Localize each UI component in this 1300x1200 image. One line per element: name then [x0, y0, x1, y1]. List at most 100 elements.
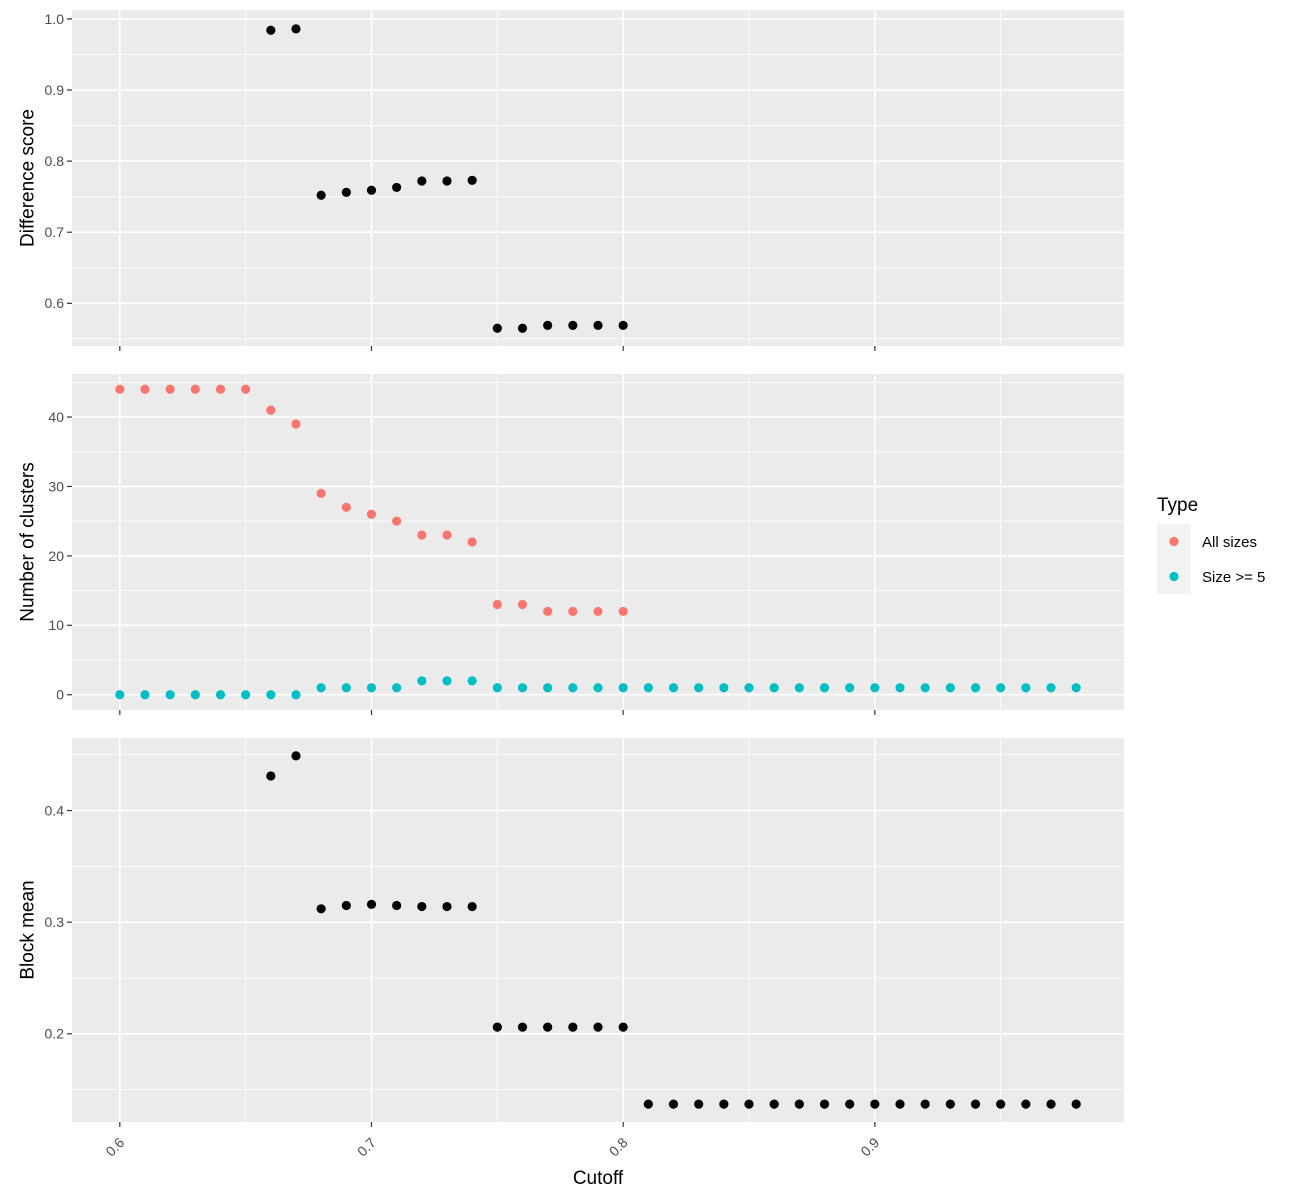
panel-bottom: 0.6 0.7 0.8 0.9 0.2 0.3 0.4 Block mean	[18, 738, 1124, 1159]
data-point	[392, 516, 402, 526]
data-point	[794, 1099, 804, 1109]
data-point	[115, 384, 125, 394]
data-point	[593, 683, 603, 693]
data-point	[593, 1022, 603, 1032]
data-point	[1046, 683, 1056, 693]
data-point	[593, 606, 603, 617]
legend-key-point	[1169, 571, 1179, 582]
data-point	[618, 683, 628, 693]
legend: Type All sizes Size >= 5	[1157, 495, 1265, 594]
data-point	[341, 502, 351, 512]
y-axis-title: Difference score	[18, 109, 39, 247]
data-point	[1071, 683, 1081, 693]
series-0	[115, 384, 628, 617]
data-point	[543, 683, 553, 693]
y-axis-title: Block mean	[18, 880, 39, 979]
data-point	[190, 690, 200, 700]
data-point	[115, 690, 125, 700]
legend-label: All sizes	[1202, 534, 1257, 551]
data-point	[568, 320, 578, 330]
data-point	[266, 25, 276, 35]
data-point	[694, 1099, 704, 1109]
data-point	[417, 176, 427, 186]
y-tick-label: 30	[48, 478, 64, 494]
data-point	[392, 683, 402, 693]
data-point	[769, 1099, 779, 1109]
data-point	[1021, 1099, 1031, 1109]
data-point	[165, 384, 175, 394]
data-point	[165, 690, 175, 700]
legend-title: Type	[1157, 495, 1198, 516]
data-point	[643, 1099, 653, 1109]
y-tick-label: 0.6	[45, 295, 65, 311]
panel-background	[72, 10, 1124, 346]
data-point	[366, 899, 377, 909]
y-tick-label: 0.4	[45, 802, 65, 818]
data-point	[517, 1022, 528, 1032]
data-point	[417, 530, 427, 540]
data-point	[593, 320, 603, 330]
data-point	[366, 683, 377, 693]
data-point	[1046, 1099, 1056, 1109]
panel-background	[72, 738, 1124, 1122]
data-point	[694, 683, 704, 693]
data-point	[870, 1099, 880, 1109]
data-point	[517, 683, 528, 693]
data-point	[341, 900, 351, 911]
data-point	[140, 690, 150, 700]
data-point	[618, 320, 628, 330]
data-point	[794, 683, 804, 693]
data-point	[996, 1099, 1006, 1109]
data-point	[215, 690, 226, 700]
data-point	[970, 683, 981, 693]
x-tick-label: 0.6	[102, 1134, 127, 1159]
data-point	[316, 488, 326, 499]
data-point	[996, 683, 1006, 693]
data-point	[392, 182, 402, 193]
series-1	[115, 676, 1081, 700]
data-point	[266, 405, 276, 415]
y-tick-label: 0	[56, 687, 64, 703]
legend-item: Size >= 5	[1157, 559, 1265, 594]
y-axis-title: Number of clusters	[18, 462, 39, 621]
series-0	[266, 751, 1081, 1109]
legend-label: Size >= 5	[1202, 569, 1265, 586]
data-point	[241, 384, 251, 394]
x-tick-label: 0.7	[354, 1134, 379, 1159]
series-0	[266, 24, 628, 333]
data-point	[819, 683, 830, 693]
data-point	[366, 509, 377, 519]
y-tick-label: 0.3	[45, 914, 65, 930]
data-point	[266, 771, 276, 781]
data-point	[543, 320, 553, 330]
panel-middle: 0 10 20 30 40 Number of clusters	[18, 374, 1124, 715]
panel-top: 0.6 0.7 0.8 0.9 1.0 Difference score	[18, 10, 1124, 351]
data-point	[719, 1099, 729, 1109]
data-point	[618, 1022, 628, 1032]
data-point	[316, 190, 326, 200]
data-point	[517, 599, 528, 610]
data-point	[291, 419, 301, 429]
data-point	[517, 323, 528, 333]
data-point	[845, 683, 855, 693]
data-point	[945, 1099, 955, 1109]
y-tick-label: 10	[48, 617, 64, 633]
data-point	[442, 901, 452, 912]
data-point	[744, 1099, 754, 1109]
data-point	[417, 676, 427, 686]
data-point	[291, 690, 301, 700]
data-point	[719, 683, 729, 693]
data-point	[543, 606, 553, 617]
data-point	[316, 904, 326, 914]
data-point	[920, 1099, 930, 1109]
data-point	[643, 683, 653, 693]
data-point	[970, 1099, 981, 1109]
data-point	[417, 901, 427, 912]
data-point	[492, 683, 502, 693]
data-point	[845, 1099, 855, 1109]
data-point	[1021, 683, 1031, 693]
data-point	[341, 683, 351, 693]
data-point	[492, 1022, 502, 1032]
data-point	[568, 606, 578, 617]
